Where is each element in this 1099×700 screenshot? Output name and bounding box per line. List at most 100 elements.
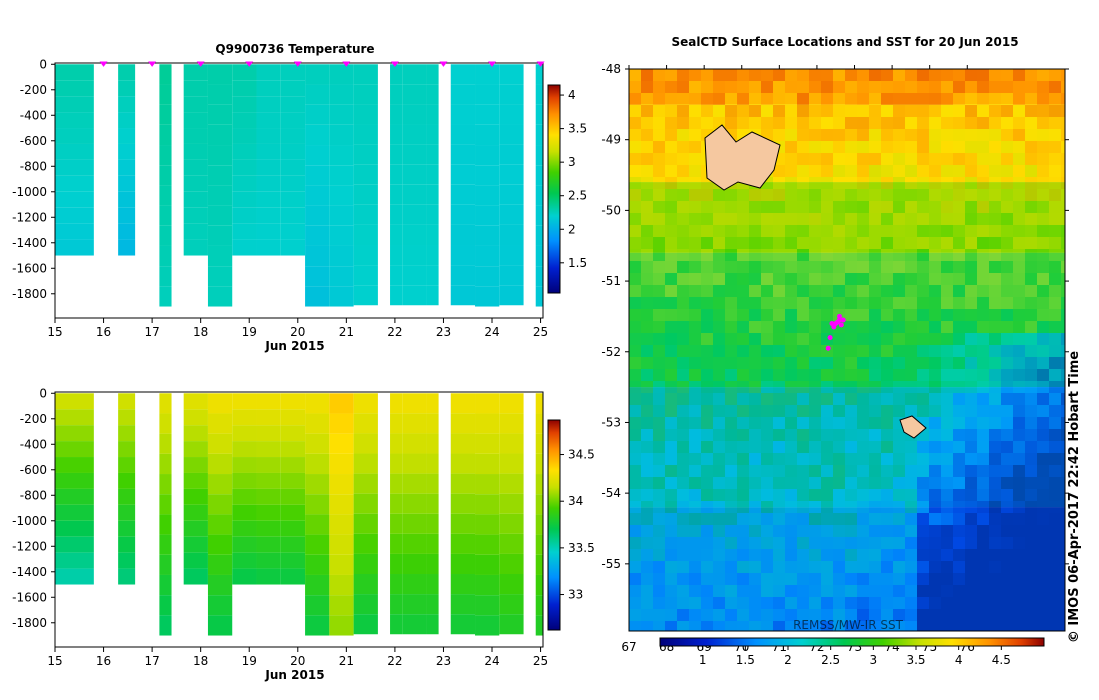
profile-depth-cell — [305, 185, 330, 206]
sst-texture-cell — [941, 321, 953, 333]
sst-texture-cell — [869, 477, 881, 489]
sst-texture-cell — [653, 201, 665, 213]
y-tick-label: -200 — [20, 83, 47, 97]
sst-texture-cell — [713, 201, 725, 213]
sst-texture-cell — [689, 321, 701, 333]
sst-texture-cell — [1061, 441, 1065, 453]
x-tick-label: 20 — [290, 654, 305, 668]
profile-depth-cell — [55, 409, 94, 426]
sst-texture-cell — [833, 141, 845, 153]
sst-texture-cell — [701, 465, 713, 477]
sst-texture-cell — [689, 429, 701, 441]
sst-texture-cell — [629, 237, 641, 249]
sst-texture-cell — [749, 69, 761, 81]
sst-texture-cell — [833, 441, 845, 453]
sst-texture-cell — [629, 417, 641, 429]
sst-texture-cell — [1025, 225, 1037, 237]
sst-texture-cell — [641, 81, 653, 93]
sst-texture-cell — [653, 69, 665, 81]
sst-texture-cell — [821, 309, 833, 321]
sst-texture-cell — [1013, 321, 1025, 333]
sst-texture-cell — [665, 381, 677, 393]
sst-texture-cell — [653, 237, 665, 249]
sst-texture-cell — [905, 477, 917, 489]
sst-texture-cell — [869, 153, 881, 165]
sst-texture-cell — [1037, 261, 1049, 273]
profile-depth-cell — [55, 112, 94, 129]
sst-texture-cell — [977, 405, 989, 417]
sst-texture-cell — [821, 297, 833, 309]
sst-texture-cell — [641, 417, 653, 429]
profile-depth-cell — [118, 159, 136, 176]
sst-texture-cell — [989, 453, 1001, 465]
profile-depth-cell — [256, 207, 281, 224]
profile-depth-cell — [402, 614, 427, 635]
sst-texture-cell — [1061, 249, 1065, 261]
sst-texture-cell — [641, 237, 653, 249]
sst-texture-cell — [641, 393, 653, 405]
y-tick-label: -200 — [20, 412, 47, 426]
sst-texture-cell — [749, 429, 761, 441]
sst-texture-cell — [965, 429, 977, 441]
sst-texture-cell — [1025, 369, 1037, 381]
sst-texture-cell — [857, 177, 869, 189]
sst-texture-cell — [965, 93, 977, 105]
profile-depth-cell — [450, 453, 476, 474]
sst-texture-cell — [1061, 309, 1065, 321]
x-tick-label: 19 — [242, 654, 257, 668]
sst-texture-cell — [965, 237, 977, 249]
sst-texture-cell — [689, 525, 701, 537]
sst-texture-cell — [857, 225, 869, 237]
sst-texture-cell — [749, 249, 761, 261]
sst-texture-cell — [857, 249, 869, 261]
sst-texture-cell — [809, 585, 821, 597]
sst-texture-cell — [785, 477, 797, 489]
profile-depth-cell — [256, 239, 281, 256]
sst-texture-cell — [929, 417, 941, 429]
colorbar-tick-label: 4 — [568, 88, 576, 102]
sst-texture-cell — [713, 93, 725, 105]
sst-texture-cell — [917, 273, 929, 285]
profile-depth-cell — [390, 204, 403, 225]
sst-texture-cell — [797, 201, 809, 213]
profile-depth-cell — [426, 553, 439, 575]
sst-texture-cell — [845, 573, 857, 585]
profile-depth-cell — [535, 554, 543, 575]
sst-texture-cell — [881, 513, 893, 525]
profile-depth-cell — [329, 84, 354, 105]
sst-texture-cell — [689, 621, 701, 631]
sst-texture-cell — [773, 441, 785, 453]
profile-depth-cell — [232, 520, 257, 537]
profile-depth-cell — [232, 207, 257, 224]
sst-texture-cell — [701, 621, 713, 631]
sst-texture-cell — [797, 129, 809, 141]
sst-texture-cell — [665, 273, 677, 285]
sst-texture-cell — [809, 189, 821, 201]
sst-texture-cell — [809, 333, 821, 345]
profile-depth-cell — [280, 239, 306, 256]
profile-depth-cell — [535, 286, 543, 307]
sst-texture-cell — [1037, 69, 1049, 81]
sst-texture-cell — [653, 321, 665, 333]
sst-texture-cell — [737, 621, 749, 631]
sst-texture-cell — [725, 429, 737, 441]
profile-depth-cell — [280, 425, 306, 442]
sst-texture-cell — [689, 261, 701, 273]
sst-texture-cell — [785, 249, 797, 261]
sst-texture-cell — [629, 453, 641, 465]
sst-texture-cell — [761, 525, 773, 537]
sst-texture-cell — [833, 465, 845, 477]
sst-texture-cell — [845, 489, 857, 501]
sst-texture-cell — [977, 225, 989, 237]
sst-texture-cell — [737, 189, 749, 201]
sst-texture-cell — [1037, 309, 1049, 321]
sst-texture-cell — [1049, 321, 1061, 333]
sst-texture-cell — [761, 93, 773, 105]
sst-texture-cell — [977, 345, 989, 357]
sst-texture-cell — [1037, 477, 1049, 489]
sst-texture-cell — [797, 357, 809, 369]
sst-texture-cell — [965, 105, 977, 117]
sst-texture-cell — [1001, 225, 1013, 237]
sst-texture-cell — [749, 369, 761, 381]
sst-texture-cell — [641, 285, 653, 297]
